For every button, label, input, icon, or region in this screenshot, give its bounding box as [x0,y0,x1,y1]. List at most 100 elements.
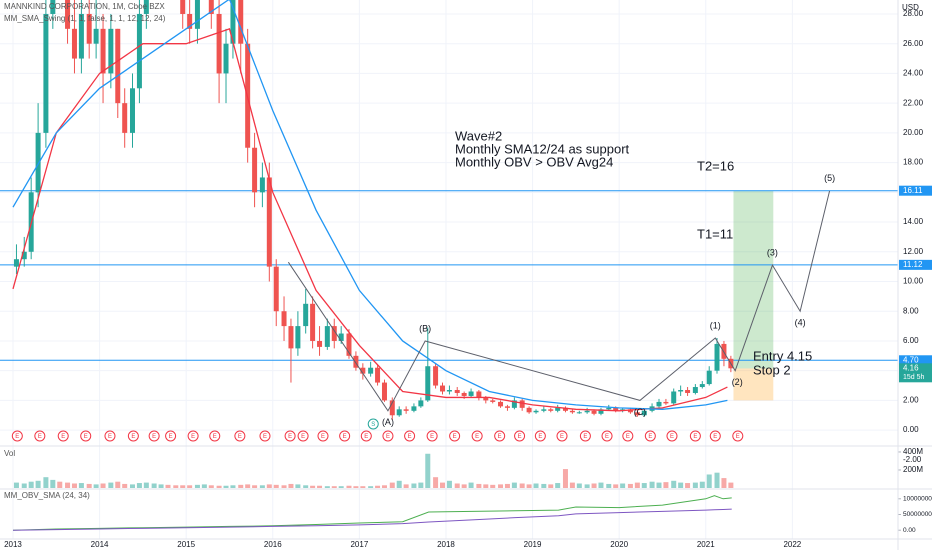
candle-body [541,409,547,411]
split-label: S [371,422,375,428]
volume-bar [122,483,128,488]
earnings-marker [34,430,46,442]
volume-bar [663,482,669,488]
volume-bar [245,484,251,488]
indicator-title: MM_SMA_Swing (1, 1, false, 1, 1, 12, 12,… [4,14,166,23]
earnings-label: E [169,434,173,440]
volume-bar [519,483,525,488]
wave-label: (B) [419,323,431,333]
volume-bar [353,486,359,488]
candle-body [303,303,309,327]
candle-body [526,407,532,413]
x-tick-label: 2022 [783,540,801,549]
level-label: 11.12 [903,260,923,269]
earnings-marker [104,430,116,442]
candle-body [115,28,121,104]
candle-body [584,410,590,413]
candle-body [129,88,135,133]
candle-body [310,303,316,341]
earnings-label: E [84,434,88,440]
volume-bar [627,483,633,488]
candle-body [555,407,561,411]
earnings-marker [165,430,177,442]
earnings-label: E [605,434,609,440]
split-marker [367,418,379,430]
volume-bar [65,482,71,488]
wave-label: (3) [767,248,778,258]
candle-body [663,401,669,404]
volume-bar [115,481,121,488]
volume-bar [396,480,402,488]
candle-body [461,392,467,396]
volume-bar [208,485,214,488]
candle-body [490,400,496,402]
earnings-marker [339,430,351,442]
volume-bar [108,482,114,488]
y-tick-label: 400M [903,447,923,456]
earnings-marker [644,430,656,442]
y-tick-label: 200M [903,465,923,474]
volume-bar [346,485,352,488]
volume-bar [498,484,504,488]
earnings-label: E [238,434,242,440]
wave-label: (C) [634,407,647,417]
candle-body [627,409,633,413]
sma-line [12,27,728,412]
stop-label: Stop 2 [753,362,791,377]
earnings-marker [426,430,438,442]
candle-body [714,343,720,371]
candle-body [346,333,352,356]
candle-body [317,340,323,347]
candle-body [259,177,265,193]
candle-body [685,390,691,393]
note: Wave#2 [455,128,502,143]
candle-body [100,28,106,74]
earnings-label: E [626,434,630,440]
volume-bar [446,480,452,488]
earnings-marker [11,430,23,442]
volume-bar [360,486,366,488]
earnings-marker [601,430,613,442]
candle-body [606,407,612,410]
volume-bar [288,483,294,488]
candle-body [65,0,71,29]
candle-body [418,400,424,407]
candle-body [440,385,446,392]
volume-bar [21,483,27,488]
volume-bar [389,482,395,488]
volume-bar [259,485,265,488]
volume-bar [375,485,381,488]
candle-body [483,397,489,401]
volume-bar [721,478,727,488]
earnings-marker [404,430,416,442]
candle-body [381,382,387,401]
volume-bar [295,484,301,488]
x-tick-label: 2019 [524,540,542,549]
earnings-label: E [386,434,390,440]
stop-zone [733,368,774,401]
volume-bar [440,482,446,488]
candle-body [324,326,330,347]
earnings-label: E [343,434,347,440]
candle-body [403,409,409,411]
y-tick-label: 12.00 [903,247,924,256]
sma-line [12,0,728,410]
earnings-marker [234,430,246,442]
wave-label: (A) [382,417,394,427]
candle-body [194,0,200,29]
volume-bar [714,472,720,488]
candle-body [86,13,92,44]
earnings-marker [297,430,309,442]
y-tick-label: 22.00 [903,98,924,107]
volume-bar [223,485,229,488]
candle-body [671,391,677,404]
candle-body [208,0,214,14]
candle-body [548,409,554,411]
earnings-label: E [131,434,135,440]
earnings-marker [556,430,568,442]
volume-bar [57,481,63,488]
candle-body [368,367,374,374]
y-tick-label: 6.00 [903,336,919,345]
candle-body [678,390,684,392]
candle-body [71,28,77,59]
